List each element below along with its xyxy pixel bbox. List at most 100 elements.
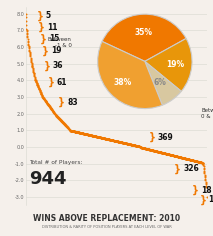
Point xyxy=(29,53,32,57)
Point xyxy=(35,80,38,84)
Point xyxy=(157,150,160,154)
Point xyxy=(30,64,34,67)
Point xyxy=(53,112,56,115)
Point xyxy=(25,27,28,31)
Point xyxy=(83,132,86,136)
Point xyxy=(127,142,131,146)
Point xyxy=(114,139,117,143)
Point xyxy=(184,157,187,160)
Point xyxy=(149,148,153,152)
Point xyxy=(101,136,104,140)
Point xyxy=(86,133,89,136)
Text: WINS ABOVE REPLACEMENT: 2010: WINS ABOVE REPLACEMENT: 2010 xyxy=(33,214,180,223)
Point xyxy=(91,134,94,138)
Point xyxy=(92,134,95,138)
Point xyxy=(33,75,36,79)
Point xyxy=(136,144,140,148)
Point xyxy=(60,119,63,123)
Point xyxy=(189,158,193,162)
Point xyxy=(124,141,128,145)
Point xyxy=(93,134,96,138)
Point xyxy=(193,159,197,163)
Point xyxy=(153,149,156,153)
Point xyxy=(44,100,48,104)
Point xyxy=(122,141,125,145)
Point xyxy=(71,129,74,133)
Point xyxy=(92,134,95,138)
Point xyxy=(171,153,174,157)
Point xyxy=(93,134,96,138)
Point xyxy=(200,161,204,164)
Point xyxy=(124,141,127,145)
Point xyxy=(110,138,113,142)
Point xyxy=(149,148,152,152)
Point xyxy=(132,143,136,147)
Point xyxy=(150,148,153,152)
Point xyxy=(67,127,71,131)
Point xyxy=(74,130,77,134)
Point xyxy=(108,138,112,142)
Point xyxy=(144,147,147,151)
Point xyxy=(112,139,116,143)
Point xyxy=(79,131,82,135)
Point xyxy=(69,129,72,132)
Point xyxy=(42,96,45,100)
Point xyxy=(32,69,35,73)
Point xyxy=(163,152,167,155)
Point xyxy=(75,130,78,134)
Text: 5: 5 xyxy=(46,11,51,20)
Point xyxy=(76,130,80,134)
Point xyxy=(24,23,28,27)
Point xyxy=(195,160,199,163)
Point xyxy=(164,152,168,156)
Point xyxy=(177,155,180,159)
Point xyxy=(26,37,29,41)
Point xyxy=(34,79,37,83)
Point xyxy=(130,143,134,147)
Point xyxy=(164,152,167,155)
Point xyxy=(181,156,185,160)
Point xyxy=(51,109,54,112)
Point xyxy=(117,140,121,144)
Point xyxy=(38,89,42,93)
Point xyxy=(61,121,65,124)
Point xyxy=(128,142,131,146)
Point xyxy=(146,147,150,151)
Point xyxy=(99,135,102,139)
Point xyxy=(147,148,150,151)
Point xyxy=(174,154,178,158)
Point xyxy=(51,109,55,113)
Point xyxy=(142,146,145,150)
Point xyxy=(165,152,168,156)
Point xyxy=(46,102,50,106)
Point xyxy=(50,108,53,112)
Point xyxy=(27,43,30,47)
Point xyxy=(122,141,126,145)
Wedge shape xyxy=(145,38,192,91)
Point xyxy=(114,139,118,143)
Point xyxy=(179,155,182,159)
Point xyxy=(93,134,96,138)
Point xyxy=(61,121,65,125)
Point xyxy=(33,78,37,81)
Point xyxy=(37,86,40,90)
Point xyxy=(104,137,107,141)
Point xyxy=(72,130,76,133)
Point xyxy=(56,115,59,119)
Point xyxy=(177,155,180,159)
Point xyxy=(66,126,70,130)
Point xyxy=(144,147,147,150)
Point xyxy=(202,163,205,167)
Point xyxy=(142,146,145,150)
Point xyxy=(35,82,39,86)
Point xyxy=(60,119,63,123)
Text: 326: 326 xyxy=(183,164,199,173)
Point xyxy=(181,156,184,160)
Point xyxy=(72,129,76,133)
Point xyxy=(163,151,166,155)
Point xyxy=(155,149,158,153)
Point xyxy=(29,55,32,58)
Point xyxy=(68,128,71,132)
Point xyxy=(90,134,94,137)
Point xyxy=(144,147,147,151)
